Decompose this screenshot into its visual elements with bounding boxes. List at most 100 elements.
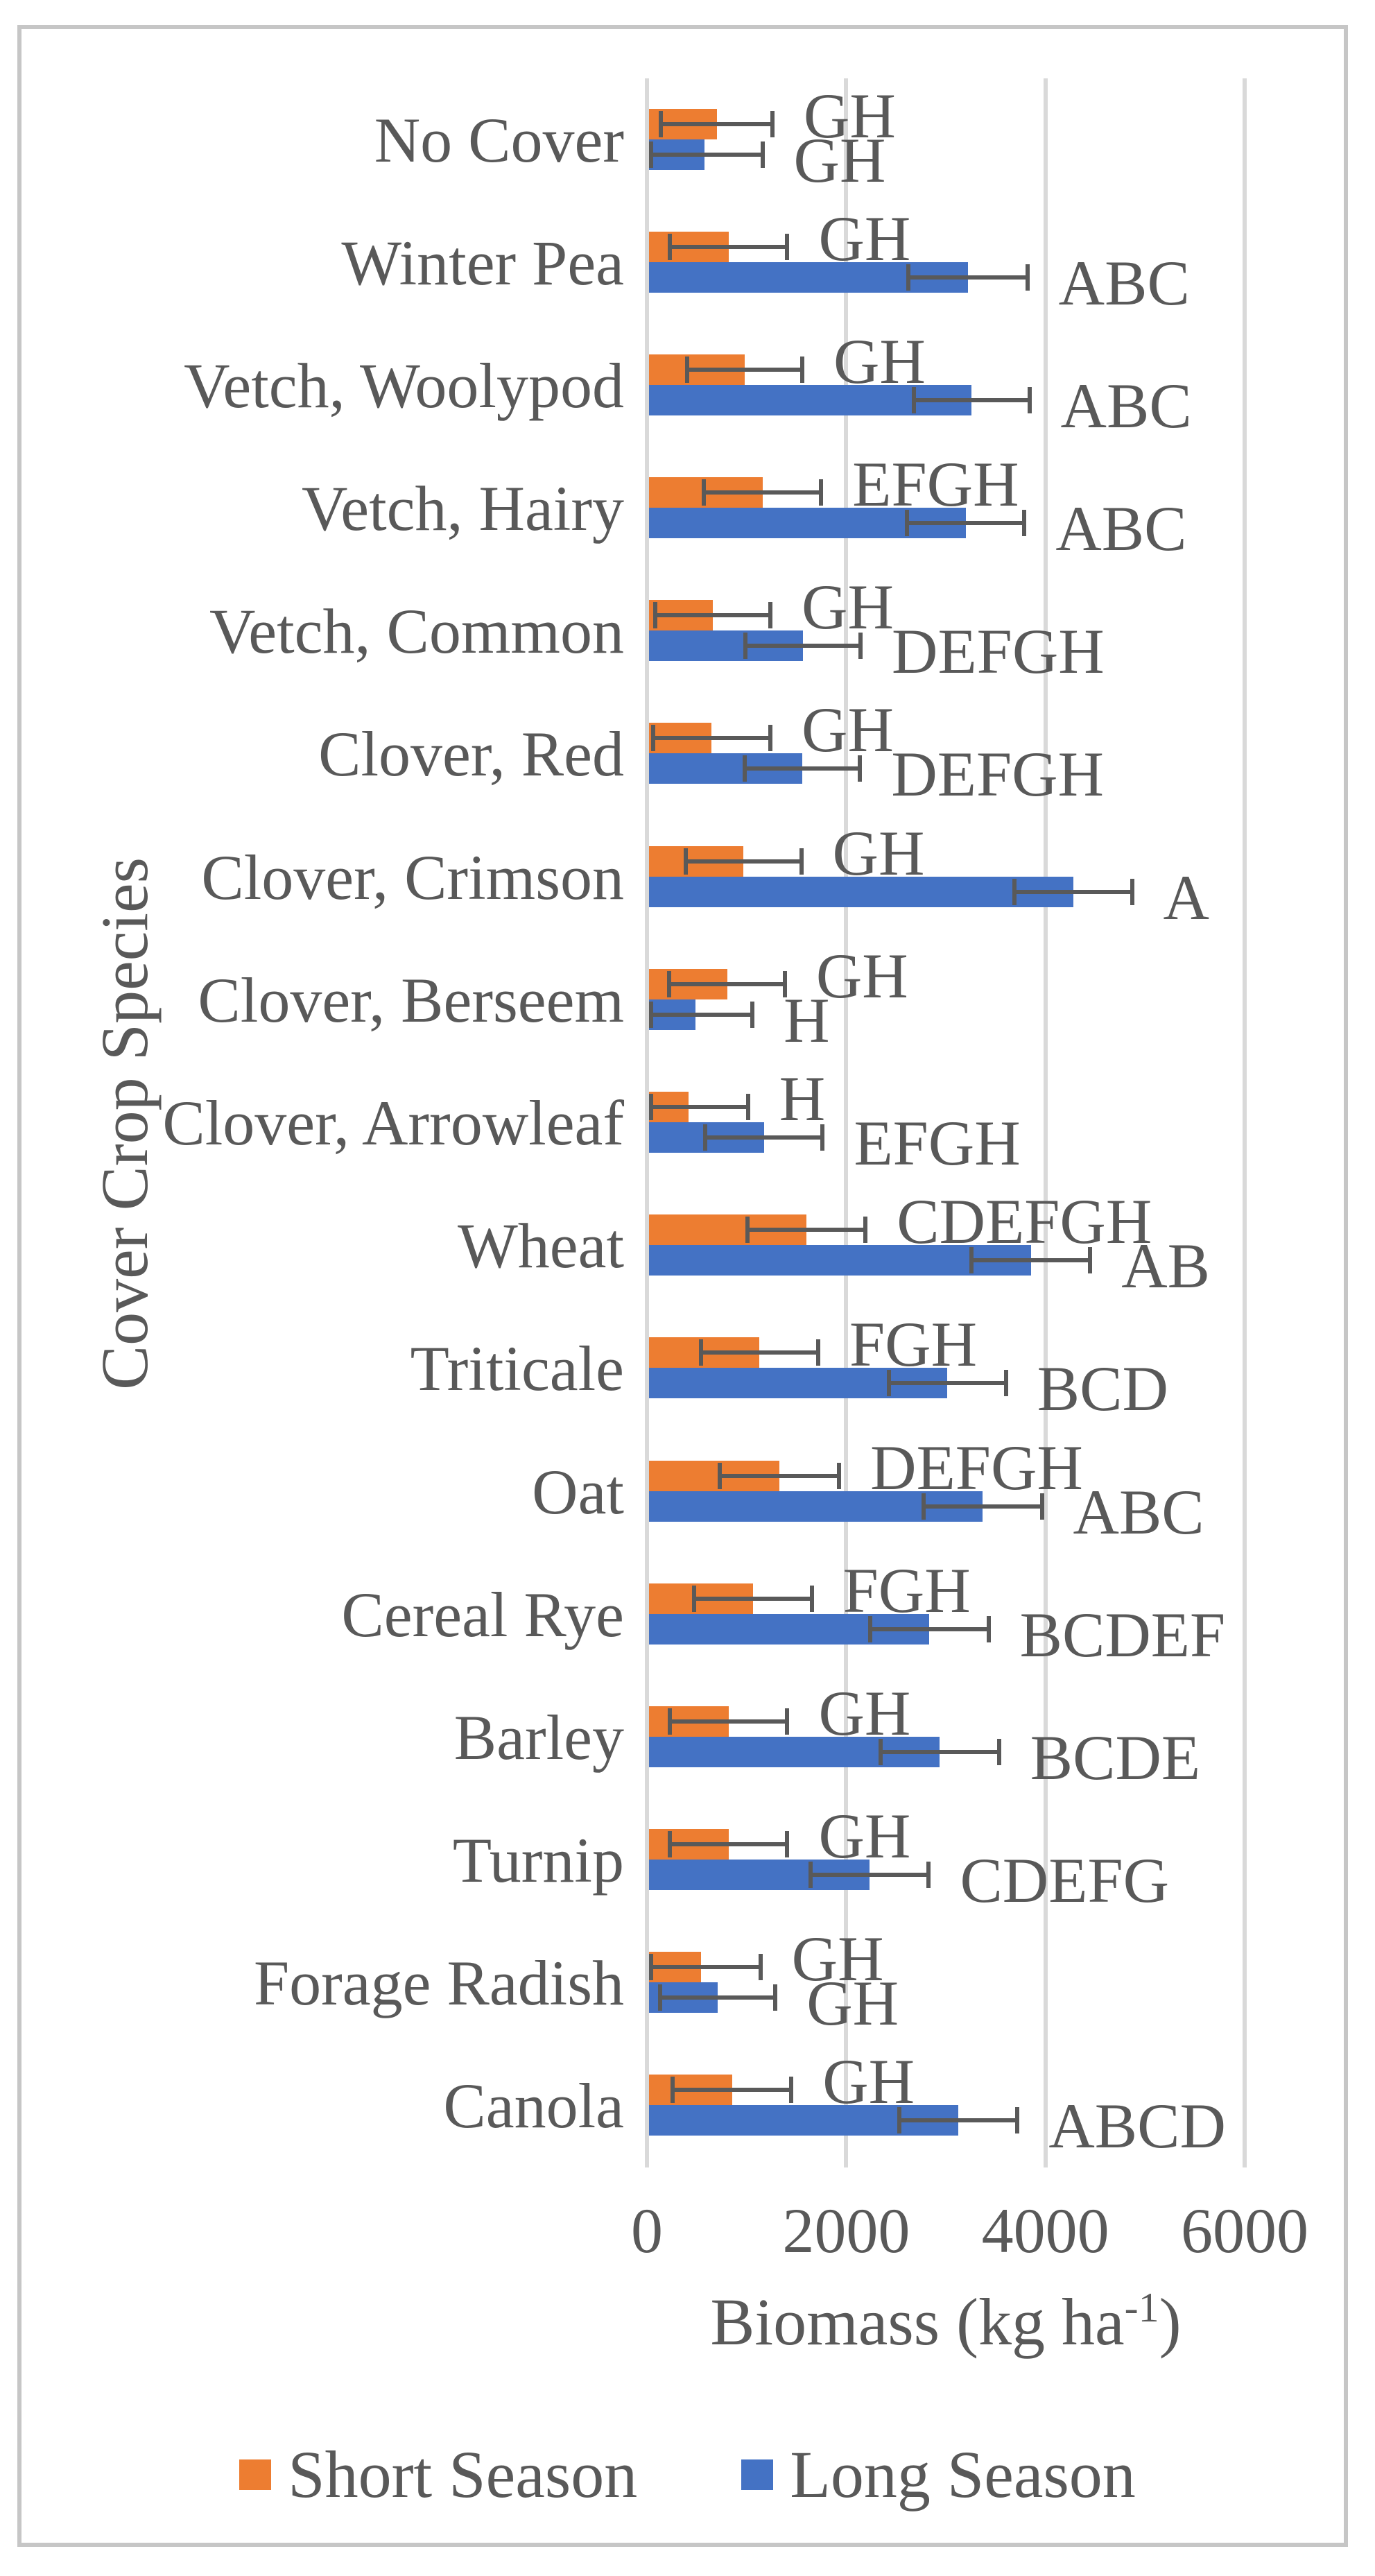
error-bar-line: [650, 736, 772, 741]
error-bar-line: [702, 490, 824, 495]
significance-label: DEFGH: [891, 739, 1104, 810]
error-bar-line: [886, 1381, 1008, 1386]
category-label: Clover, Berseem: [198, 964, 624, 1036]
error-bar-cap-left: [897, 2107, 901, 2134]
error-bar-cap-left: [650, 725, 655, 752]
error-bar-cap-left: [648, 141, 653, 168]
error-bar-line: [742, 766, 863, 771]
category-label: Clover, Crimson: [201, 841, 624, 913]
error-bar-cap-left: [886, 1370, 891, 1397]
error-bar-line: [1012, 889, 1134, 894]
error-bar-line: [684, 367, 804, 372]
x-tick-label-0: 0: [631, 2195, 663, 2266]
error-bar-cap-left: [1012, 878, 1017, 905]
error-bar-cap-right: [745, 1094, 750, 1120]
error-bar-cap-right: [837, 1462, 842, 1489]
significance-label: ABC: [1058, 247, 1190, 318]
error-bar-cap-right: [819, 479, 824, 506]
error-bar-line: [906, 275, 1030, 280]
error-bar-cap-right: [996, 1738, 1001, 1765]
significance-label: GH: [793, 124, 886, 196]
error-bar-cap-left: [659, 110, 664, 137]
error-bar-line: [905, 521, 1027, 526]
error-bar-line: [668, 1719, 790, 1724]
x-tick-label-6000: 6000: [1181, 2195, 1308, 2266]
error-bar-cap-left: [745, 1217, 750, 1244]
error-bar-line: [703, 1135, 825, 1140]
error-bar-line: [718, 1473, 842, 1478]
error-bar-cap-right: [768, 602, 773, 629]
error-bar-cap-right: [785, 1831, 790, 1858]
long-season-bar: [649, 1245, 1031, 1276]
error-bar-cap-right: [1027, 386, 1032, 413]
significance-label: FGH: [842, 1554, 971, 1626]
error-bar-cap-left: [684, 848, 689, 875]
error-bar-line: [659, 121, 775, 126]
error-bar-cap-right: [768, 725, 773, 752]
x-axis-title-end: ): [1159, 2285, 1182, 2359]
error-bar-cap-right: [1003, 1370, 1008, 1397]
legend: Short Season Long Season: [0, 2441, 1375, 2508]
error-bar-cap-right: [1130, 878, 1134, 905]
error-bar-cap-left: [648, 1001, 653, 1028]
significance-label: GH: [815, 940, 908, 1011]
gridline-x-2000: [844, 78, 849, 2167]
significance-label: GH: [833, 325, 926, 397]
significance-label: ABC: [1060, 370, 1192, 441]
significance-label: ABC: [1055, 493, 1187, 565]
category-label: Vetch, Hairy: [302, 473, 624, 544]
error-bar-cap-right: [782, 970, 787, 997]
error-bar-line: [684, 859, 804, 864]
error-bar-line: [668, 1842, 790, 1847]
error-bar-cap-right: [785, 1708, 790, 1735]
error-bar-cap-left: [921, 1493, 926, 1520]
error-bar-cap-left: [668, 1708, 673, 1735]
error-bar-cap-right: [820, 1124, 825, 1151]
error-bar-line: [657, 1995, 778, 2000]
error-bar-cap-left: [668, 233, 673, 260]
error-bar-cap-left: [648, 1094, 653, 1120]
error-bar-cap-left: [667, 970, 672, 997]
error-bar-cap-right: [750, 1001, 755, 1028]
error-bar-cap-left: [743, 633, 747, 660]
error-bar-cap-left: [657, 1984, 662, 2011]
error-bar-cap-left: [652, 602, 657, 629]
error-bar-line: [652, 613, 772, 618]
figure-border: [17, 25, 1348, 2547]
error-bar-line: [969, 1258, 1093, 1263]
significance-label: BCDE: [1030, 1721, 1201, 1793]
significance-label: ABCD: [1048, 2090, 1226, 2162]
error-bar-cap-left: [684, 356, 689, 383]
significance-label: H: [784, 984, 830, 1056]
significance-label: GH: [802, 572, 894, 643]
category-label: Cereal Rye: [341, 1579, 624, 1650]
error-bar-line: [745, 1228, 868, 1233]
error-bar-line: [648, 1012, 755, 1017]
error-bar-cap-left: [698, 1339, 703, 1366]
legend-label-short-season: Short Season: [288, 2437, 638, 2511]
error-bar-cap-right: [863, 1217, 868, 1244]
significance-label: GH: [818, 1677, 911, 1749]
significance-label: EFGH: [852, 449, 1019, 520]
error-bar-cap-left: [703, 1124, 708, 1151]
category-label: Winter Pea: [341, 227, 624, 298]
significance-label: GH: [803, 80, 896, 151]
error-bar-cap-left: [808, 1862, 813, 1889]
error-bar-line: [698, 1350, 820, 1355]
error-bar-cap-right: [799, 356, 804, 383]
x-axis-title-superscript: -1: [1124, 2285, 1159, 2330]
error-bar-line: [808, 1873, 931, 1878]
error-bar-cap-left: [692, 1585, 697, 1612]
long-season-swatch-icon: [741, 2459, 774, 2490]
error-bar-cap-left: [906, 264, 910, 291]
error-bar-line: [648, 1105, 750, 1109]
error-bar-cap-right: [773, 1984, 778, 2011]
error-bar-cap-right: [789, 2077, 794, 2104]
error-bar-line: [668, 244, 790, 249]
error-bar-line: [743, 644, 863, 649]
error-bar-cap-left: [668, 1831, 673, 1858]
category-label: Barley: [453, 1701, 624, 1773]
error-bar-line: [671, 2088, 794, 2093]
category-label: Vetch, Common: [209, 596, 624, 667]
significance-label: AB: [1121, 1230, 1210, 1302]
